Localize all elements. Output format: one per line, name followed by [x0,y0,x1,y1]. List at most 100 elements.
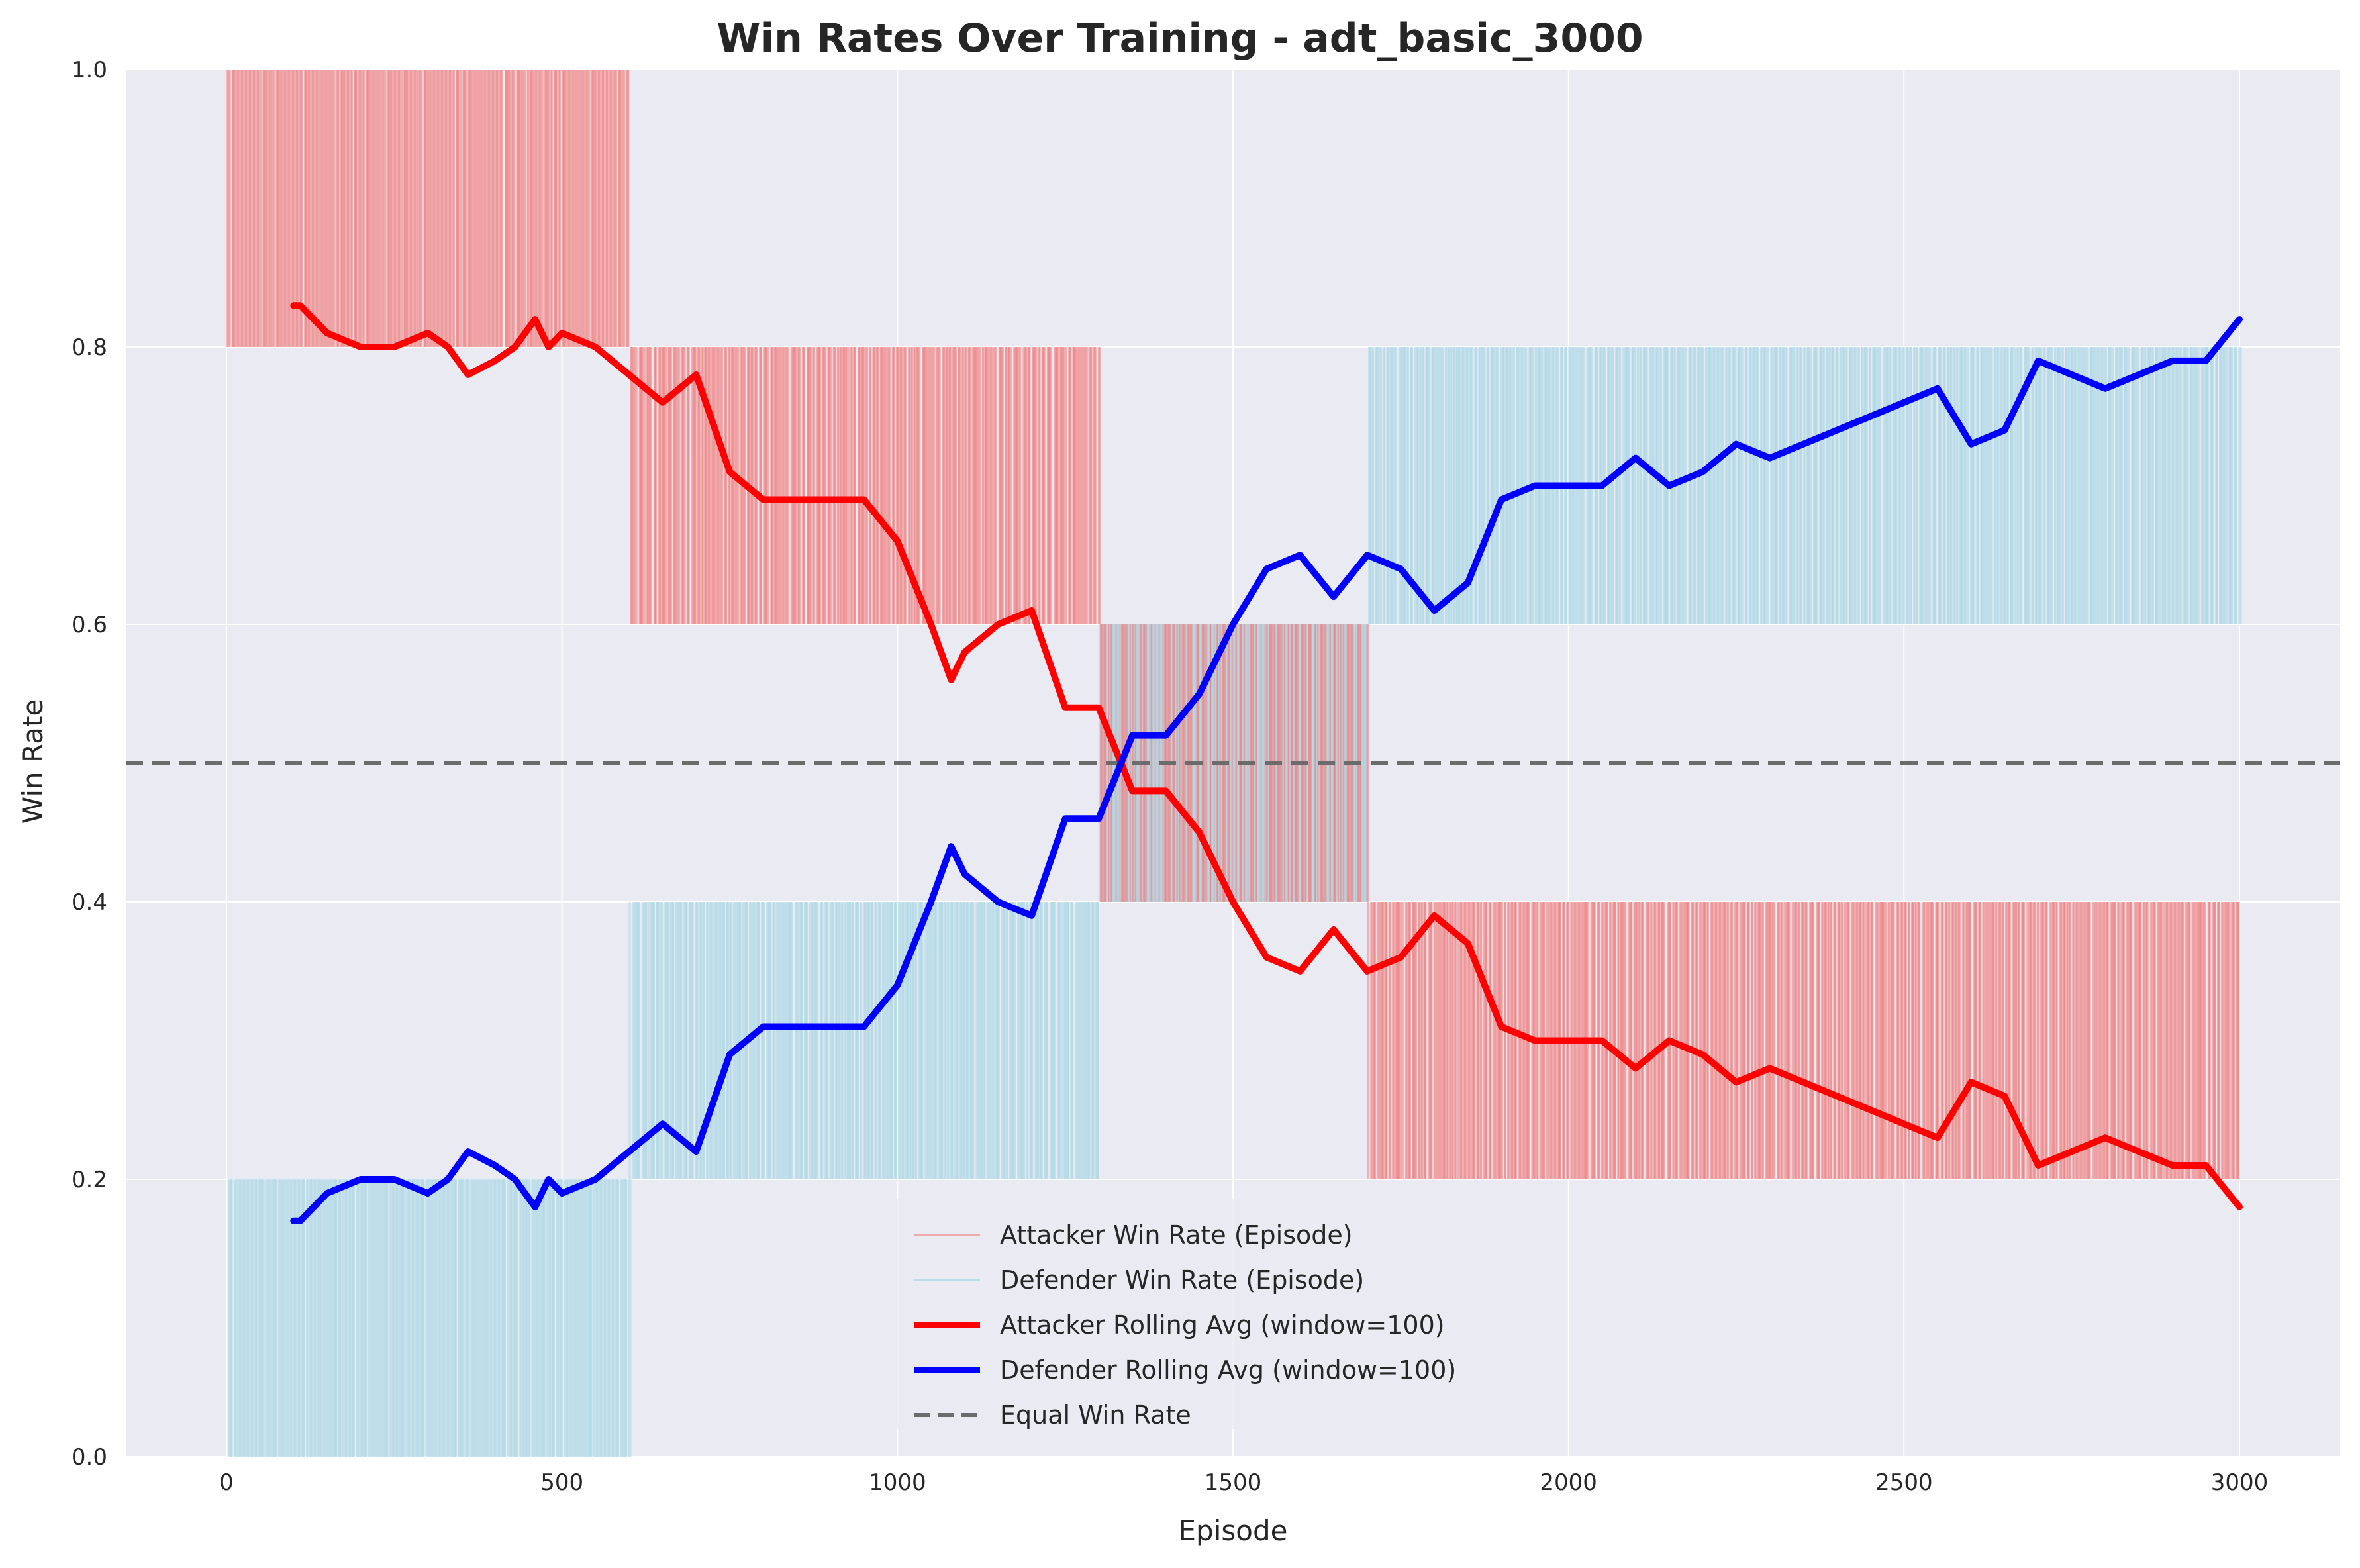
attacker-rolling-point [2138,1150,2140,1153]
attacker-rolling-point [561,332,564,334]
legend-item-defender-rolling: Defender Rolling Avg (window=100) [914,1355,1456,1385]
legend-item-equal-win-rate: Equal Win Rate [914,1400,1191,1430]
defender-rolling-point [2104,387,2106,390]
attacker-rolling-point [1467,942,1469,945]
defender-rolling-point [1030,914,1033,917]
attacker-rolling-point [997,623,999,626]
defender-rolling-point [1735,443,1738,446]
y-tick-label: 0.0 [72,1444,107,1471]
attacker-rolling-point [1534,1040,1536,1042]
defender-rolling-point [1701,471,1704,473]
x-tick-label: 500 [540,1469,583,1496]
attacker-rolling-point [1064,707,1067,709]
x-tick-label: 2000 [1540,1469,1597,1496]
attacker-rolling-point [628,373,630,376]
defender-rolling-point [467,1150,469,1153]
defender-rolling-point [493,1164,496,1167]
defender-rolling-point [2171,360,2174,362]
attacker-rolling-point [292,304,295,307]
defender-rolling-point [393,1178,395,1181]
attacker-rolling-point [1902,1122,1905,1125]
defender-rolling-point [1836,429,1838,432]
x-tick-label: 1000 [869,1469,926,1496]
attacker-rolling-point [1097,707,1100,709]
defender-rolling-point [426,1192,429,1195]
legend-item-attacker-rolling: Attacker Rolling Avg (window=100) [914,1310,1445,1340]
defender-rolling-point [299,1220,301,1222]
attacker-rolling-point [534,318,536,320]
defender-rolling-point [1534,485,1536,487]
defender-rolling-point [795,1026,798,1028]
defender-rolling-point [1165,734,1167,737]
episode-bars [226,70,2242,1457]
y-tick-label: 1.0 [72,57,107,83]
attacker-rolling-point [393,346,395,348]
attacker-rolling-point [695,373,697,376]
chart-title: Win Rates Over Training - adt_basic_3000 [716,15,1643,62]
attacker-rolling-point [1735,1081,1738,1083]
y-tick-label: 0.8 [72,334,107,361]
defender-rolling-point [1433,609,1436,612]
defender-rolling-point [1265,567,1268,570]
attacker-rolling-point [2003,1095,2006,1097]
attacker-rolling-point [1399,956,1402,959]
defender-rolling-point [2138,373,2140,376]
defender-rolling-point [2204,360,2207,362]
attacker-rolling-point [514,346,516,348]
attacker-rolling-point [728,471,731,473]
attacker-rolling-point [493,360,496,362]
attacker-rolling-point [1232,901,1234,903]
attacker-rolling-point [662,401,664,404]
defender-rolling-point [2003,429,2006,432]
attacker-rolling-point [1030,609,1033,612]
defender-rolling-point [1802,443,1804,446]
defender-rolling-point [1600,485,1603,487]
y-tick-label: 0.4 [72,889,107,916]
defender-rolling-point [1500,498,1502,501]
attacker-rolling-point [1600,1040,1603,1042]
attacker-rolling-point [2104,1136,2106,1139]
defender-rolling-avg-line [290,316,2243,1224]
legend-label-equal-win-rate: Equal Win Rate [1000,1400,1191,1430]
legend-label-defender-rolling: Defender Rolling Avg (window=100) [1000,1355,1456,1385]
attacker-rolling-point [2238,1206,2241,1208]
attacker-rolling-point [1165,789,1167,792]
attacker-rolling-point [1869,1108,1872,1111]
defender-rolling-point [1970,443,1973,446]
attacker-rolling-point [1802,1081,1804,1083]
attacker-rolling-point [829,498,832,501]
attacker-rolling-avg-line [290,302,2243,1210]
defender-rolling-point [829,1026,832,1028]
attacker-rolling-point [2037,1164,2040,1167]
attacker-rolling-point [1500,1026,1502,1028]
defender-rolling-point [950,845,952,848]
x-tick-label: 1500 [1205,1469,1262,1496]
x-tick-label: 2500 [1875,1469,1933,1496]
x-axis-ticks: 0 500 1000 1500 2000 2500 3000 [219,1469,2268,1496]
legend-label-attacker-rolling: Attacker Rolling Avg (window=100) [1000,1310,1445,1340]
legend-item-defender-episode: Defender Win Rate (Episode) [914,1265,1364,1295]
attacker-rolling-point [1299,970,1301,973]
defender-rolling-point [662,1122,664,1125]
attacker-rolling-point [299,304,301,307]
attacker-rolling-point [1567,1040,1570,1042]
x-axis-label: Episode [1179,1514,1288,1547]
defender-rolling-point [1332,595,1335,598]
defender-rolling-point [1131,734,1134,737]
legend-background [893,1199,1561,1429]
legend-item-attacker-episode: Attacker Win Rate (Episode) [914,1220,1353,1250]
attacker-rolling-point [426,332,429,334]
attacker-rolling-point [360,346,362,348]
defender-rolling-point [547,1178,550,1181]
defender-rolling-point [2071,373,2073,376]
attacker-rolling-point [2171,1164,2174,1167]
attacker-rolling-point [762,498,765,501]
defender-rolling-point [997,901,999,903]
defender-rolling-point [1567,485,1570,487]
attacker-rolling-point [1936,1136,1939,1139]
defender-rolling-point [1399,567,1402,570]
defender-rolling-point [1198,693,1201,695]
attacker-rolling-point [1668,1040,1671,1042]
defender-rolling-point [863,1026,865,1028]
attacker-rolling-point [1265,956,1268,959]
